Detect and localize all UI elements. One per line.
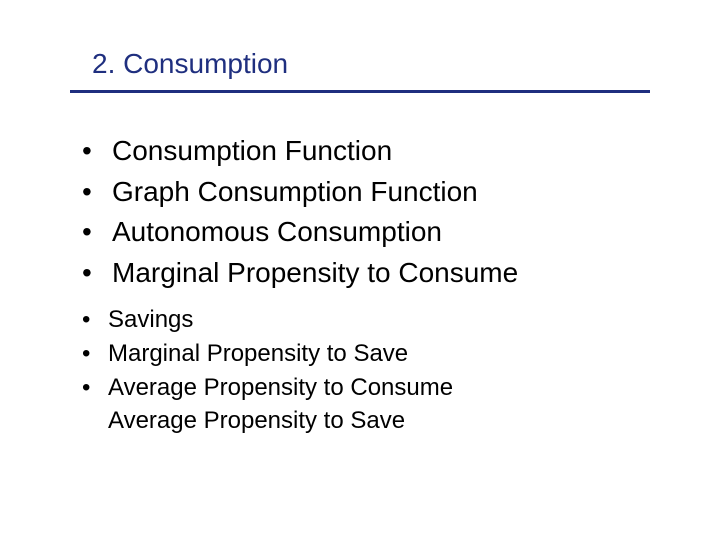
bullet-icon: • (82, 131, 112, 172)
bullet-icon: • (82, 371, 108, 405)
sub-bullet-list: •Savings •Marginal Propensity to Save •A… (70, 303, 650, 404)
list-item: •Graph Consumption Function (82, 172, 650, 213)
list-item-text: Graph Consumption Function (112, 176, 478, 207)
list-item-text: Average Propensity to Consume (108, 374, 453, 401)
bullet-icon: • (82, 303, 108, 337)
list-item: •Marginal Propensity to Consume (82, 253, 650, 294)
list-item-text: Marginal Propensity to Consume (112, 257, 518, 288)
bullet-icon: • (82, 337, 108, 371)
slide-title: 2. Consumption (92, 48, 650, 80)
bullet-icon: • (82, 212, 112, 253)
list-item-text: Savings (108, 306, 193, 333)
list-item: •Average Propensity to Consume (82, 371, 650, 405)
list-item: •Savings (82, 303, 650, 337)
last-line-text: Average Propensity to Save (70, 404, 650, 438)
list-item: •Marginal Propensity to Save (82, 337, 650, 371)
list-item-text: Marginal Propensity to Save (108, 340, 408, 367)
list-item-text: Autonomous Consumption (112, 216, 442, 247)
list-item: •Consumption Function (82, 131, 650, 172)
title-underline (70, 90, 650, 93)
bullet-icon: • (82, 172, 112, 213)
list-item-text: Consumption Function (112, 135, 392, 166)
main-bullet-list: •Consumption Function •Graph Consumption… (70, 131, 650, 293)
list-item: •Autonomous Consumption (82, 212, 650, 253)
bullet-icon: • (82, 253, 112, 294)
title-container: 2. Consumption (70, 48, 650, 90)
